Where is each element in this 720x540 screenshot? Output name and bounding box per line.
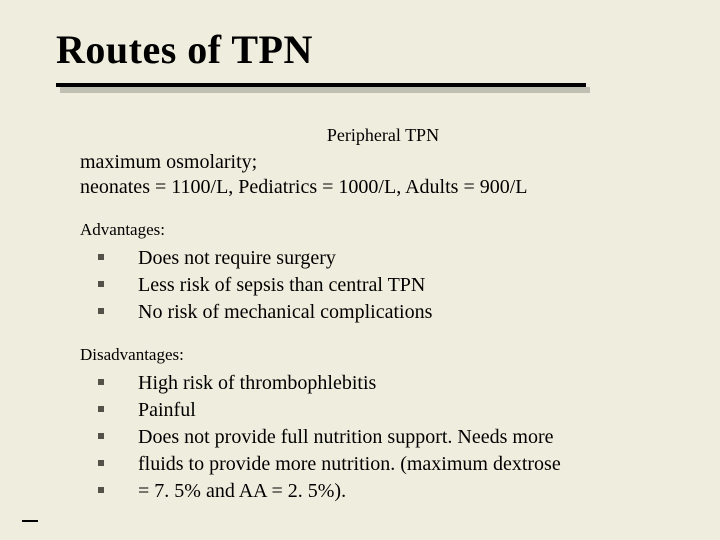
list-item-text: High risk of thrombophlebitis (138, 372, 376, 394)
slide-title: Routes of TPN (56, 26, 670, 73)
list-item: High risk of thrombophlebitis (80, 371, 646, 396)
title-underline-bar (56, 83, 586, 87)
section-label-disadvantages: Disadvantages: (80, 345, 670, 365)
footer-accent-bar (22, 520, 38, 522)
square-bullet-icon (98, 281, 104, 287)
intro-line: maximum osmolarity; (80, 150, 670, 175)
title-underline (56, 81, 670, 99)
list-item: No risk of mechanical complications (80, 300, 646, 325)
list-item: Less risk of sepsis than central TPN (80, 273, 646, 298)
disadvantages-list: High risk of thrombophlebitis Painful Do… (80, 371, 646, 504)
list-item-text: fluids to provide more nutrition. (maxim… (138, 453, 561, 475)
list-item-text: Does not provide full nutrition support.… (138, 426, 554, 448)
section-label-advantages: Advantages: (80, 220, 670, 240)
list-item: Does not require surgery (80, 246, 646, 271)
square-bullet-icon (98, 254, 104, 260)
square-bullet-icon (98, 433, 104, 439)
list-item: Painful (80, 398, 646, 423)
list-item-text: Less risk of sepsis than central TPN (138, 274, 425, 296)
square-bullet-icon (98, 406, 104, 412)
list-item: fluids to provide more nutrition. (maxim… (80, 452, 646, 477)
list-item: Does not provide full nutrition support.… (80, 425, 646, 450)
list-item-text: Does not require surgery (138, 247, 336, 269)
square-bullet-icon (98, 308, 104, 314)
slide: Routes of TPN Peripheral TPN maximum osm… (0, 0, 720, 540)
advantages-list: Does not require surgery Less risk of se… (80, 246, 646, 325)
list-item-text: = 7. 5% and AA = 2. 5%). (138, 480, 346, 502)
title-underline-shadow (60, 87, 590, 93)
slide-subtitle: Peripheral TPN (96, 125, 670, 146)
intro-text: maximum osmolarity; neonates = 1100/L, P… (80, 150, 670, 200)
intro-line: neonates = 1100/L, Pediatrics = 1000/L, … (80, 175, 670, 200)
list-item: = 7. 5% and AA = 2. 5%). (80, 479, 646, 504)
list-item-text: Painful (138, 399, 196, 421)
square-bullet-icon (98, 379, 104, 385)
square-bullet-icon (98, 460, 104, 466)
list-item-text: No risk of mechanical complications (138, 301, 432, 323)
square-bullet-icon (98, 487, 104, 493)
